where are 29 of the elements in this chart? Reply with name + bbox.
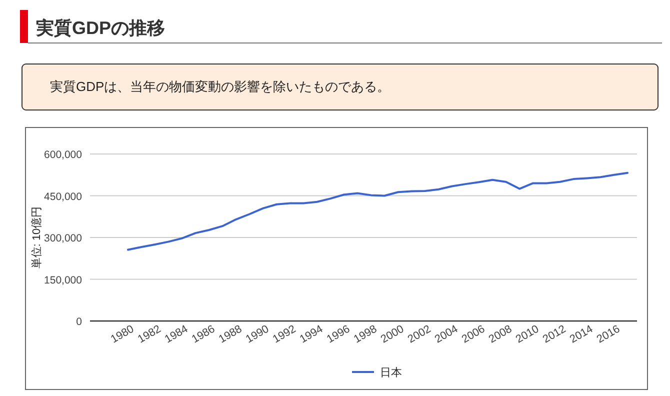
- y-tick-label: 300,000: [44, 232, 82, 244]
- x-tick-label: 2000: [378, 323, 406, 346]
- x-tick-label: 2002: [406, 323, 434, 346]
- text: 実質GDPは、当年の物価変動の影響を除いたものである。: [50, 79, 390, 94]
- y-tick-label: 600,000: [44, 149, 82, 161]
- y-tick-label: 450,000: [44, 190, 82, 203]
- x-tick-label: 1990: [244, 323, 272, 346]
- x-tick-label: 2008: [486, 323, 514, 346]
- x-tick-label: 1982: [136, 323, 164, 346]
- chart-title: 実質GDPの推移: [35, 18, 166, 38]
- line-series: [127, 172, 628, 251]
- x-tick-label: 1998: [352, 323, 380, 346]
- x-tick-label: 1986: [190, 323, 218, 346]
- legend-label: 日本: [380, 366, 402, 379]
- y-tick-label: 150,000: [44, 274, 82, 286]
- x-tick-label: 2010: [514, 323, 542, 346]
- y-axis-title: 単位: 10億円: [30, 206, 43, 269]
- y-tick-label: 0: [76, 316, 82, 328]
- x-tick-label: 1992: [270, 323, 298, 346]
- x-tick-label: 1980: [108, 323, 136, 346]
- x-tick-label: 2014: [568, 323, 596, 346]
- x-tick-label: 1996: [324, 323, 352, 346]
- x-tick-label: 2006: [460, 323, 488, 346]
- x-tick-label: 1988: [216, 323, 244, 346]
- x-tick-label: 2016: [594, 323, 622, 346]
- x-tick-label: 1984: [162, 323, 190, 346]
- x-tick-label: 1994: [298, 323, 326, 346]
- x-tick-label: 2004: [432, 323, 460, 346]
- x-tick-label: 2012: [540, 323, 568, 346]
